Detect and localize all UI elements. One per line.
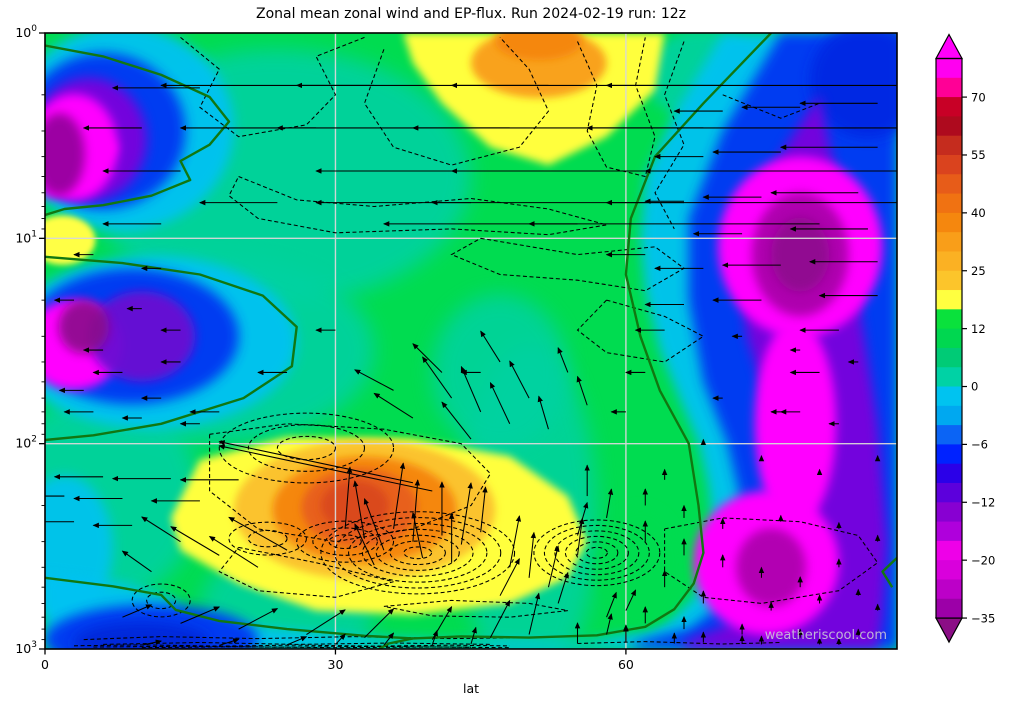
colorbar: 70 55 40 25 12 0 −6 −12 −20 −35 [934,33,995,644]
plot-area [45,33,897,649]
svg-text:60: 60 [618,657,634,672]
svg-text:−12: −12 [971,495,995,509]
svg-text:−20: −20 [971,553,995,567]
svg-text:−6: −6 [971,438,988,452]
svg-text:0: 0 [41,657,49,672]
svg-text:25: 25 [971,264,986,278]
svg-text:0: 0 [971,380,978,394]
svg-text:55: 55 [971,148,986,162]
figure-title: Zonal mean zonal wind and EP-flux. Run 2… [256,6,686,22]
watermark: weatheriscool.com [765,628,887,643]
svg-text:103: 103 [15,640,37,656]
svg-text:101: 101 [15,229,37,245]
svg-text:100: 100 [15,24,37,40]
svg-text:30: 30 [328,657,344,672]
svg-text:−35: −35 [971,611,995,625]
x-axis: 0 30 60 lat [41,649,634,696]
svg-text:40: 40 [971,206,986,220]
svg-text:70: 70 [971,90,986,104]
x-axis-label: lat [463,681,479,696]
ep-flux-vectors [45,82,897,646]
axes-frame [44,32,898,650]
zero-wind-contours [45,33,897,649]
svg-text:102: 102 [15,435,37,451]
y-axis: 100 101 102 103 [15,24,45,656]
svg-text:12: 12 [971,322,986,336]
